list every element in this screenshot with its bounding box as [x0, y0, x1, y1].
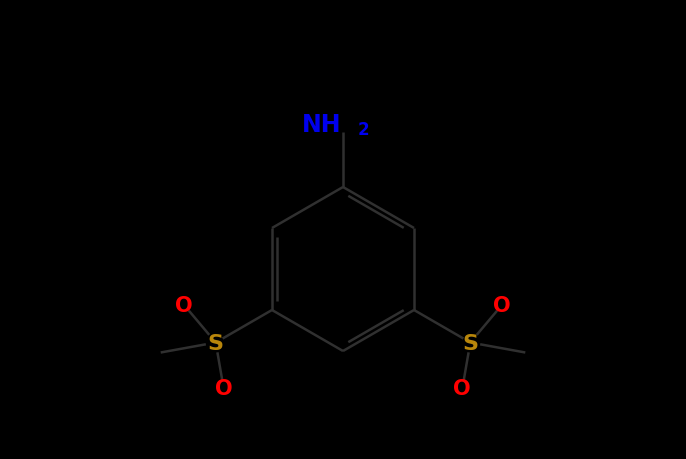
- Text: 2: 2: [357, 121, 369, 139]
- Text: S: S: [462, 333, 478, 353]
- Text: S: S: [208, 333, 224, 353]
- Text: O: O: [453, 379, 471, 398]
- Text: O: O: [215, 379, 233, 398]
- Text: O: O: [493, 295, 511, 315]
- Text: NH: NH: [302, 113, 341, 137]
- Text: O: O: [175, 295, 193, 315]
